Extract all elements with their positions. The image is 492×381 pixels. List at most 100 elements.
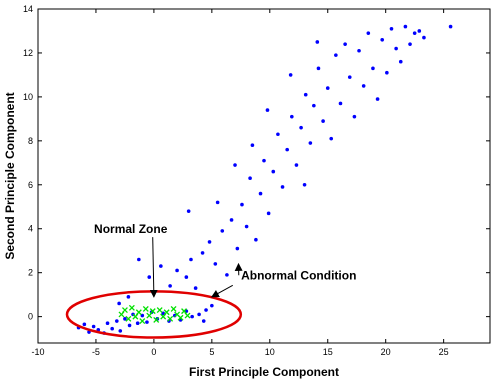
x-tick-label: 5 xyxy=(209,347,214,357)
data-point xyxy=(403,24,408,29)
data-point xyxy=(338,101,343,106)
y-tick-label: 14 xyxy=(23,4,33,14)
data-point xyxy=(123,317,127,321)
data-point xyxy=(170,305,177,312)
y-tick-label: 4 xyxy=(28,224,33,234)
data-point xyxy=(315,40,320,44)
data-point xyxy=(149,308,156,315)
data-point xyxy=(127,323,132,328)
data-point xyxy=(316,66,321,71)
y-tick-label: 0 xyxy=(28,312,33,322)
normal-zone-ellipse xyxy=(65,290,243,339)
data-point xyxy=(220,229,225,233)
data-point xyxy=(385,70,389,75)
data-point xyxy=(299,125,303,130)
data-point xyxy=(204,308,208,312)
data-point xyxy=(156,307,163,313)
y-tick-label: 6 xyxy=(28,180,33,190)
data-point xyxy=(126,295,131,299)
data-point xyxy=(254,237,258,242)
data-point xyxy=(167,315,174,322)
annotations: Normal Zone Abnormal Condition xyxy=(65,222,356,339)
data-point xyxy=(366,31,371,35)
plot-area xyxy=(37,8,491,344)
data-point xyxy=(142,305,149,312)
data-point xyxy=(303,92,308,97)
y-axis-label: Second Principle Component xyxy=(3,92,17,259)
data-point xyxy=(233,163,237,167)
data-point xyxy=(190,314,194,319)
data-point xyxy=(250,143,255,148)
data-point xyxy=(265,108,270,112)
data-point xyxy=(394,46,398,51)
data-point xyxy=(189,257,193,262)
data-point xyxy=(225,273,229,277)
data-point xyxy=(117,301,121,306)
data-point xyxy=(177,314,184,321)
y-tick-label: 2 xyxy=(28,268,33,278)
data-point xyxy=(280,185,285,189)
data-point xyxy=(125,315,132,322)
data-point xyxy=(321,119,325,123)
data-point xyxy=(197,312,201,317)
data-point xyxy=(417,29,422,33)
data-point xyxy=(248,176,252,180)
data-point xyxy=(121,307,128,313)
data-point xyxy=(215,200,220,205)
data-point xyxy=(210,303,214,308)
x-tick-label: 25 xyxy=(439,347,449,357)
data-point xyxy=(294,163,299,167)
normal-zone-label: Normal Zone xyxy=(94,222,168,236)
data-point xyxy=(128,304,135,311)
y-tick-label: 12 xyxy=(23,48,33,58)
x-tick-label: 0 xyxy=(151,347,156,357)
axes-box xyxy=(37,8,491,344)
data-point xyxy=(82,322,87,327)
data-point xyxy=(186,209,191,213)
data-point xyxy=(135,321,140,326)
data-point xyxy=(290,114,294,119)
y-tick-label: 8 xyxy=(28,136,33,146)
annotation-arrow xyxy=(210,284,234,298)
data-point xyxy=(361,84,366,88)
data-point xyxy=(229,218,234,222)
data-point xyxy=(139,318,146,324)
data-point xyxy=(110,326,114,331)
data-point xyxy=(357,48,361,53)
data-point xyxy=(347,75,352,79)
data-point xyxy=(115,319,119,323)
data-point xyxy=(159,264,163,268)
data-point xyxy=(200,251,205,255)
data-point xyxy=(244,224,249,229)
x-tick-label: -5 xyxy=(92,347,100,357)
data-point xyxy=(448,24,453,29)
data-point xyxy=(207,240,212,244)
data-point xyxy=(285,147,289,152)
data-point xyxy=(184,275,189,279)
y-tick-label: 10 xyxy=(23,92,33,102)
data-point xyxy=(288,73,293,77)
data-point xyxy=(153,316,160,323)
data-point xyxy=(168,284,172,288)
abnormal-condition-label: Abnormal Condition xyxy=(241,268,356,282)
data-point xyxy=(408,42,412,46)
x-tick-label: 20 xyxy=(381,347,391,357)
data-point xyxy=(91,324,96,329)
annotation-arrow xyxy=(149,237,158,298)
data-point xyxy=(147,275,152,279)
data-point xyxy=(398,59,403,64)
data-point xyxy=(105,321,110,326)
data-point xyxy=(312,103,316,108)
data-point xyxy=(276,132,280,137)
data-point xyxy=(240,202,244,207)
data-point xyxy=(352,114,357,119)
data-point xyxy=(271,169,276,174)
data-points xyxy=(76,24,453,335)
data-point xyxy=(213,262,218,266)
x-tick-label: -10 xyxy=(31,347,44,357)
data-point xyxy=(193,286,198,290)
data-point xyxy=(201,319,206,323)
data-point xyxy=(302,182,307,187)
data-point xyxy=(258,191,263,196)
data-point xyxy=(375,97,380,101)
